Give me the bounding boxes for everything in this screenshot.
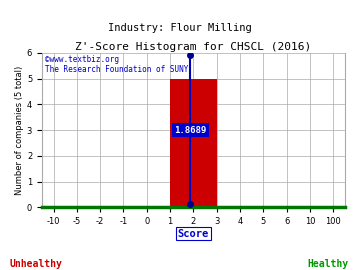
Text: Unhealthy: Unhealthy [10,259,62,269]
Title: Z'-Score Histogram for CHSCL (2016): Z'-Score Histogram for CHSCL (2016) [75,42,311,52]
Y-axis label: Number of companies (5 total): Number of companies (5 total) [15,65,24,195]
Text: ©www.textbiz.org
The Research Foundation of SUNY: ©www.textbiz.org The Research Foundation… [45,55,188,75]
Bar [170,79,217,207]
Text: Industry: Flour Milling: Industry: Flour Milling [108,23,252,33]
Text: Healthy: Healthy [307,259,348,269]
Text: 1.8689: 1.8689 [174,126,207,134]
X-axis label: Score: Score [178,229,209,239]
